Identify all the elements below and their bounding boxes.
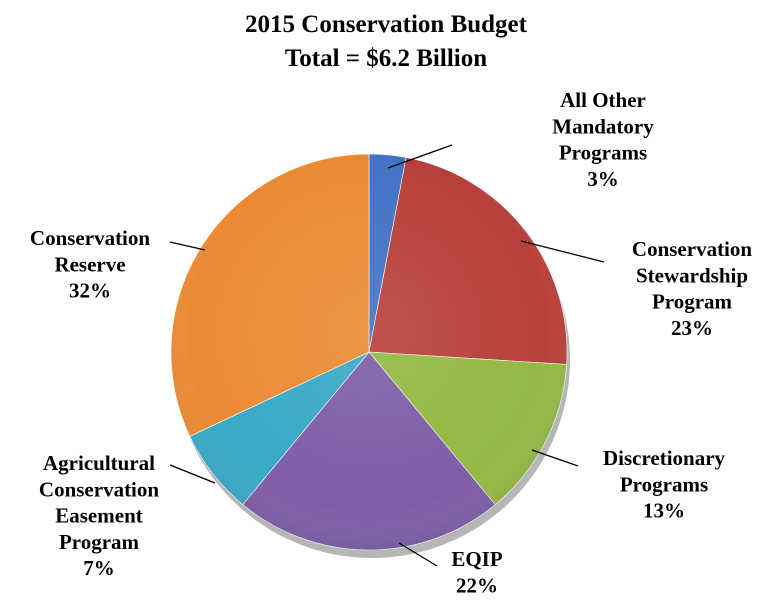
- leader-line-all-other-mandatory-programs: [387, 144, 453, 169]
- slice-label-conservation-reserve: Conservation Reserve 32%: [30, 226, 150, 303]
- slice-label-conservation-stewardship-program: Conservation Stewardship Program 23%: [632, 237, 752, 340]
- chart-title: 2015 Conservation Budget: [245, 11, 528, 38]
- slice-label-discretionary-programs: Discretionary Programs 13%: [603, 446, 726, 523]
- leader-line-agricultural-conservation-easement-program: [169, 464, 216, 484]
- leader-line-eqip: [398, 542, 438, 567]
- slice-label-all-other-mandatory-programs: All Other Mandatory Programs 3%: [552, 88, 654, 191]
- leader-line-conservation-reserve: [169, 241, 206, 251]
- chart-subtitle: Total = $6.2 Billion: [285, 45, 487, 72]
- slice-label-agricultural-conservation-easement-program: Agricultural Conservation Easement Program 7…: [39, 451, 159, 580]
- leader-line-discretionary-programs: [531, 449, 579, 467]
- leader-line-conservation-stewardship-program: [520, 240, 605, 263]
- slice-label-eqip: EQIP 22%: [451, 547, 503, 597]
